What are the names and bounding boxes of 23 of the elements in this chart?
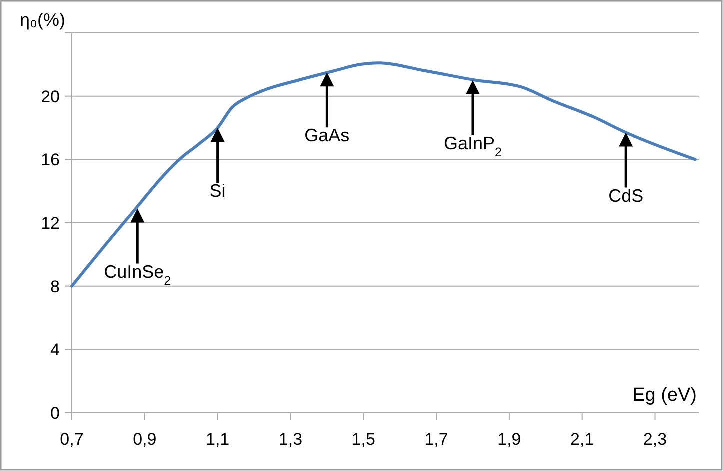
y-tick-label: 0 — [50, 404, 60, 423]
y-tick-label: 4 — [50, 340, 60, 360]
y-tick-label: 16 — [41, 150, 60, 170]
line-series — [70, 62, 697, 288]
annotation: GaInP$_{2}$ — [444, 134, 502, 160]
x-tick-label: 1,7 — [424, 430, 448, 449]
x-tick-label: 1,5 — [352, 430, 376, 449]
x-axis-title: Eg (eV) — [632, 385, 697, 406]
x-tick-label: 1,1 — [206, 430, 230, 449]
x-tick-label: 0,9 — [133, 430, 157, 449]
y-tick-label: 12 — [41, 214, 60, 233]
y-tick-label: 20 — [41, 87, 60, 106]
x-tick-label: 1,9 — [498, 430, 522, 449]
annotation: CuInSe$_{2}$ — [104, 262, 172, 288]
x-tick-label: 2,1 — [570, 430, 594, 449]
annotation: Si — [210, 181, 226, 201]
annotation: CdS — [608, 186, 644, 206]
x-tick-label: 1,3 — [278, 430, 303, 449]
x-tick-label: 0,7 — [60, 430, 84, 449]
annotation: GaAs — [304, 126, 350, 146]
y-tick-label: 8 — [50, 277, 60, 296]
x-tick-label: 2,3 — [643, 430, 668, 449]
y-axis-title: η₀(%) — [20, 10, 66, 30]
